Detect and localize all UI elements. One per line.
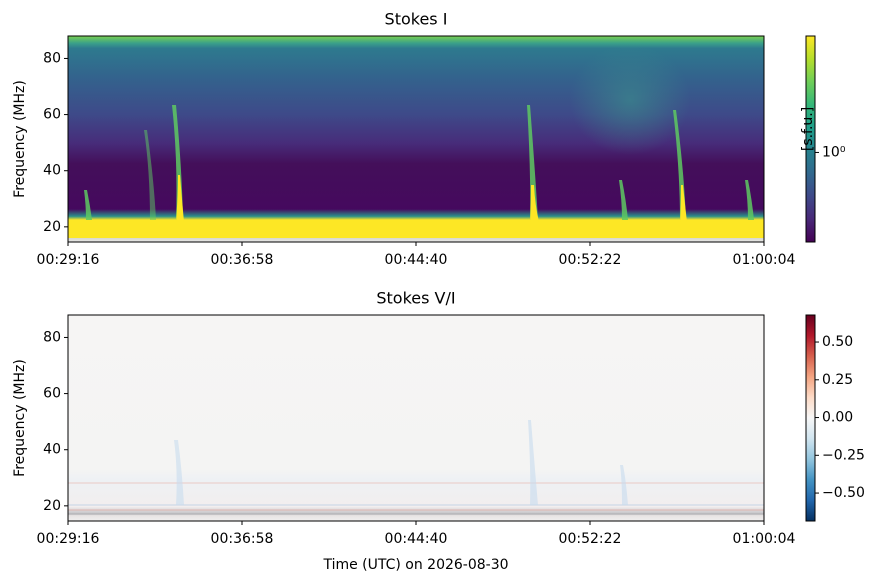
y-tick-label: 20 — [43, 498, 61, 514]
colorbar — [805, 314, 816, 522]
x-axis-label: Time (UTC) on 2026-08-30 — [322, 557, 508, 573]
colorbar-tick-label: −0.50 — [822, 485, 865, 501]
chart-title: Stokes I — [385, 10, 448, 29]
x-tick-label: 00:44:40 — [385, 531, 448, 547]
y-tick-label: 20 — [43, 219, 61, 235]
y-axis-label: Frequency (MHz) — [12, 80, 28, 198]
colorbar-tick-label: 0.50 — [822, 334, 853, 350]
x-tick-label: 00:36:58 — [211, 531, 274, 547]
y-tick-label: 40 — [43, 163, 61, 179]
x-tick-label: 00:29:16 — [37, 252, 100, 268]
y-tick-label: 60 — [43, 386, 61, 402]
x-tick-label: 00:52:22 — [559, 531, 622, 547]
y-tick-label: 80 — [43, 50, 61, 66]
y-tick-label: 80 — [43, 329, 61, 345]
x-tick-label: 00:52:22 — [559, 252, 622, 268]
x-tick-label: 01:00:04 — [733, 531, 796, 547]
spectrogram-stokes-i — [68, 36, 764, 242]
colorbar-tick-label: 0.00 — [822, 410, 853, 426]
chart-title: Stokes V/I — [376, 289, 455, 308]
y-axis-label: Frequency (MHz) — [12, 359, 28, 477]
colorbar-label: [s.f.u.] — [800, 107, 816, 151]
colorbar-tick-label: −0.25 — [822, 447, 865, 463]
spectrogram-stokes-v-i — [68, 315, 764, 521]
y-tick-label: 40 — [43, 442, 61, 458]
x-tick-label: 01:00:04 — [733, 252, 796, 268]
colorbar-tick-label: 0.25 — [822, 372, 853, 388]
colorbar — [805, 35, 816, 243]
x-tick-label: 00:29:16 — [37, 531, 100, 547]
x-tick-label: 00:36:58 — [211, 252, 274, 268]
y-tick-label: 60 — [43, 107, 61, 123]
colorbar-tick-label: 10⁰ — [822, 144, 846, 160]
x-tick-label: 00:44:40 — [385, 252, 448, 268]
